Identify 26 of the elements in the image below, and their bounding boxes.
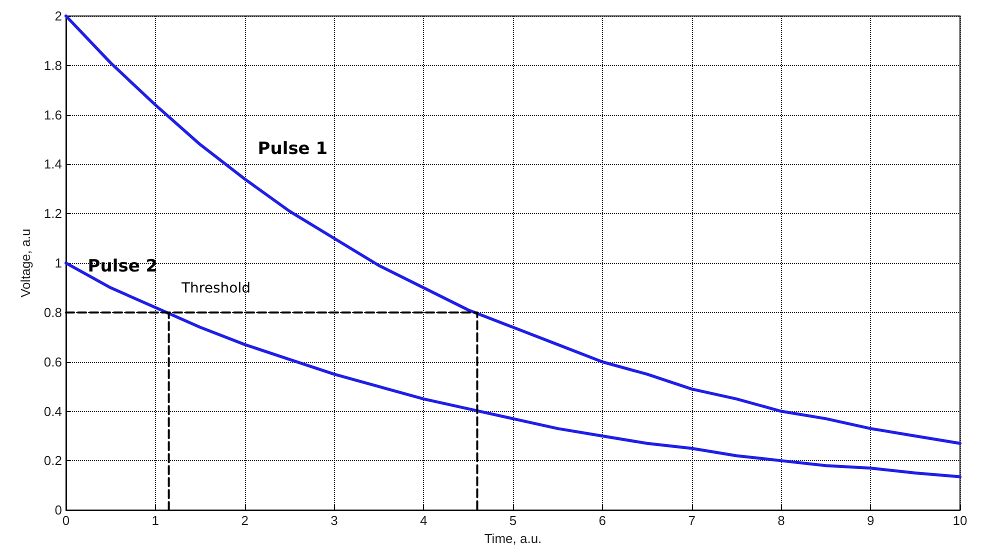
y-tick-label: 1.8 (44, 58, 62, 73)
series-label: Threshold (180, 280, 250, 296)
series-label: Pulse 2 (88, 256, 158, 276)
x-tick-label: 10 (952, 513, 968, 528)
x-tick-label: 6 (598, 513, 606, 528)
x-tick-label: 2 (241, 513, 248, 528)
x-tick-label: 3 (330, 513, 338, 528)
x-tick-label: 1 (152, 513, 160, 528)
y-tick-label: 1.2 (44, 206, 62, 222)
x-tick-label: 8 (778, 513, 785, 528)
y-tick-label: 0.2 (44, 453, 62, 468)
series-label: Pulse 1 (258, 139, 328, 160)
y-tick-label: 2 (54, 8, 62, 24)
y-tick-label: 1 (54, 256, 62, 271)
y-tick-label: 0 (54, 502, 62, 518)
x-tick-label: 9 (866, 513, 874, 528)
y-tick-label: 1.4 (44, 156, 62, 172)
y-tick-label: 1.6 (44, 107, 62, 122)
y-tick-label: 0.6 (44, 354, 62, 370)
y-tick-label: 0.8 (44, 304, 62, 320)
x-tick-label: 7 (688, 513, 696, 528)
y-tick-label: 0.4 (44, 404, 62, 419)
y-axis-title: Voltage, a.u (18, 228, 33, 298)
x-axis-title: Time, a.u. (484, 531, 542, 546)
x-tick-label: 4 (420, 513, 428, 528)
x-tick-label: 5 (509, 513, 517, 528)
